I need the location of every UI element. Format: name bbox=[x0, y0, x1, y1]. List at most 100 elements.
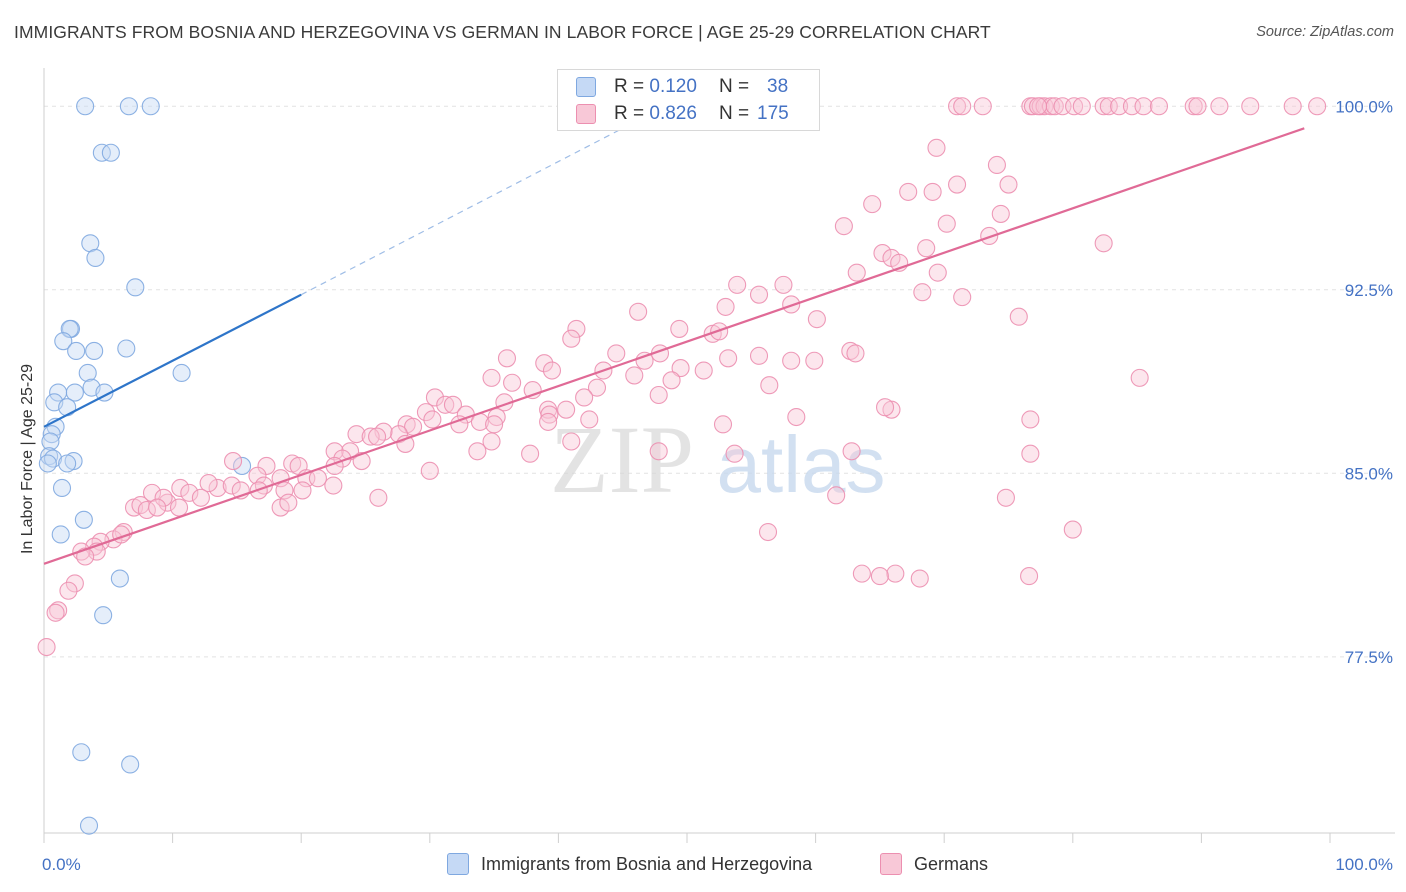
point-bosnia bbox=[65, 383, 84, 402]
point-germans bbox=[425, 388, 444, 407]
point-germans bbox=[725, 444, 744, 463]
point-germans bbox=[928, 263, 947, 282]
point-germans bbox=[1021, 410, 1040, 429]
point-germans bbox=[580, 410, 599, 429]
point-bosnia bbox=[42, 425, 61, 444]
point-germans bbox=[485, 415, 504, 434]
point-germans bbox=[1188, 97, 1207, 116]
point-germans bbox=[1009, 307, 1028, 326]
point-bosnia bbox=[117, 339, 136, 358]
legend-r-value: 0.826 bbox=[649, 103, 697, 124]
point-germans bbox=[607, 344, 626, 363]
point-germans bbox=[719, 349, 738, 368]
point-bosnia bbox=[72, 743, 91, 762]
point-germans bbox=[180, 483, 199, 502]
trend-lines bbox=[43, 127, 1305, 565]
point-germans bbox=[567, 319, 586, 338]
point-germans bbox=[999, 175, 1018, 194]
point-germans bbox=[973, 97, 992, 116]
point-germans bbox=[443, 395, 462, 414]
legend-n-label: N = bbox=[718, 103, 750, 124]
point-germans bbox=[208, 478, 227, 498]
point-bosnia bbox=[76, 97, 95, 116]
point-germans bbox=[716, 297, 735, 316]
point-germans bbox=[948, 97, 967, 116]
point-germans bbox=[1241, 97, 1260, 116]
y-tick-label: 92.5% bbox=[1345, 281, 1393, 300]
series-swatch-germans bbox=[880, 853, 902, 875]
point-germans bbox=[886, 564, 905, 583]
point-germans bbox=[782, 351, 801, 370]
legend-n-value: 38 bbox=[767, 76, 789, 97]
legend-n-value: 175 bbox=[757, 103, 789, 124]
series-name-germans: Germans bbox=[914, 853, 989, 874]
series-legend-bosnia: Immigrants from Bosnia and Herzegovina bbox=[447, 851, 812, 877]
point-germans bbox=[1021, 444, 1040, 463]
point-germans bbox=[670, 319, 689, 338]
point-germans bbox=[587, 378, 607, 397]
point-germans bbox=[557, 400, 576, 419]
point-germans bbox=[575, 388, 594, 407]
point-bosnia bbox=[232, 456, 252, 476]
trend-bosnia-extension bbox=[300, 127, 623, 296]
point-germans bbox=[325, 442, 344, 461]
point-bosnia bbox=[52, 478, 72, 498]
point-germans bbox=[749, 346, 769, 365]
point-germans bbox=[827, 486, 846, 505]
point-germans bbox=[635, 351, 654, 370]
point-germans bbox=[649, 442, 668, 461]
point-germans bbox=[863, 195, 882, 214]
point-germans bbox=[774, 275, 793, 294]
point-germans bbox=[913, 283, 932, 302]
point-germans bbox=[521, 444, 540, 463]
point-bosnia bbox=[58, 398, 77, 417]
point-germans bbox=[65, 574, 84, 593]
point-germans bbox=[1149, 97, 1169, 116]
point-germans bbox=[1210, 97, 1229, 116]
point-germans bbox=[760, 376, 779, 395]
point-germans bbox=[937, 214, 956, 233]
point-germans bbox=[1072, 97, 1091, 116]
point-germans bbox=[758, 522, 778, 542]
gridlines bbox=[44, 105, 1395, 658]
point-germans bbox=[542, 361, 562, 380]
point-germans bbox=[787, 407, 806, 427]
point-germans bbox=[293, 481, 312, 500]
point-germans bbox=[1099, 97, 1118, 116]
point-germans bbox=[222, 476, 241, 495]
legend-row-bosnia: R = 0.120 N = 38 bbox=[576, 74, 788, 100]
point-bosnia bbox=[51, 525, 70, 544]
point-germans bbox=[562, 432, 581, 451]
point-bosnia bbox=[110, 569, 129, 588]
point-germans bbox=[629, 302, 648, 321]
point-germans bbox=[1308, 97, 1327, 116]
point-germans bbox=[368, 427, 387, 446]
point-germans bbox=[1020, 567, 1039, 586]
legend-row-germans: R = 0.826 N = 175 bbox=[576, 101, 789, 127]
point-germans bbox=[1184, 97, 1203, 116]
point-germans bbox=[37, 637, 56, 657]
point-germans bbox=[1029, 97, 1048, 116]
point-germans bbox=[713, 415, 733, 434]
point-germans bbox=[361, 427, 380, 446]
point-germans bbox=[468, 442, 487, 461]
point-bosnia bbox=[58, 454, 77, 473]
point-bosnia bbox=[119, 97, 138, 116]
point-germans bbox=[1065, 97, 1084, 116]
point-bosnia bbox=[85, 341, 104, 361]
point-bosnia bbox=[121, 755, 140, 774]
point-germans bbox=[625, 366, 644, 385]
y-tick-label: 77.5% bbox=[1345, 648, 1393, 667]
point-germans bbox=[416, 403, 435, 422]
point-germans bbox=[728, 275, 747, 294]
point-germans bbox=[154, 488, 173, 507]
point-germans bbox=[248, 466, 267, 485]
point-bosnia bbox=[79, 816, 99, 835]
point-germans bbox=[46, 603, 65, 622]
point-bosnia bbox=[54, 332, 73, 351]
legend-n-label: N = bbox=[718, 76, 750, 97]
point-germans bbox=[171, 478, 190, 498]
point-germans bbox=[841, 341, 860, 361]
point-germans bbox=[1110, 97, 1129, 116]
